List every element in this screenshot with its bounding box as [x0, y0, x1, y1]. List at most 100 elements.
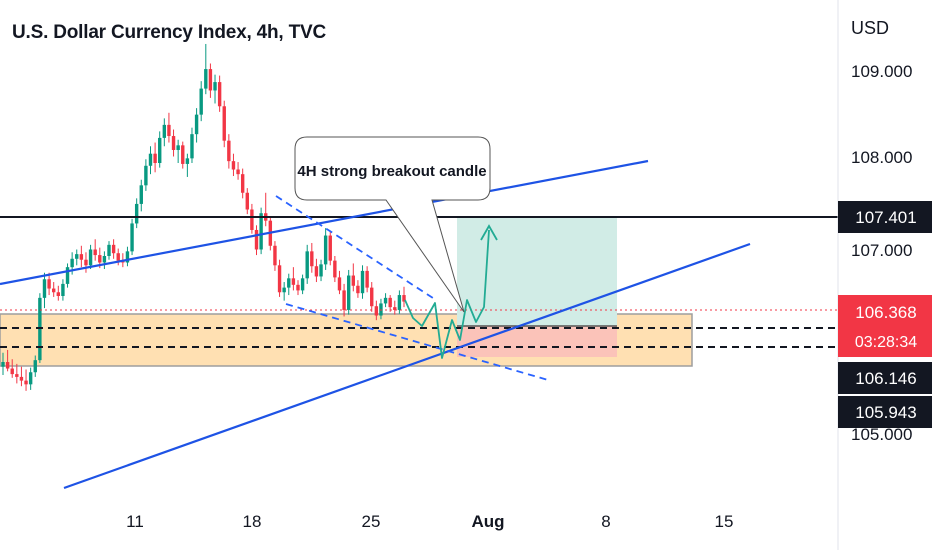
- x-tick-label: 11: [126, 512, 144, 531]
- candle-body: [227, 140, 231, 162]
- candle-body: [379, 303, 383, 316]
- candle-body: [236, 169, 240, 175]
- candle-body: [310, 251, 314, 267]
- candle-body: [144, 165, 148, 186]
- candle-body: [5, 362, 10, 369]
- last-price-tag: 106.368: [855, 303, 916, 322]
- callout-bubble: [294, 136, 491, 313]
- candle-body: [282, 287, 286, 293]
- candle-body: [88, 249, 93, 266]
- candle-body: [296, 284, 300, 291]
- candle-body: [38, 297, 42, 361]
- candle-body: [56, 292, 61, 296]
- candle-body: [393, 307, 397, 310]
- lines-layer: 4H strong breakout candle: [0, 136, 838, 490]
- candle-body: [139, 185, 143, 204]
- candle-body: [250, 209, 254, 230]
- candle-body: [356, 285, 360, 294]
- candle-body: [102, 256, 107, 263]
- candle-body: [402, 295, 406, 302]
- zone-top-price-tag-bg: [838, 362, 932, 394]
- candle-body: [245, 192, 249, 210]
- candle-body: [130, 223, 134, 252]
- candle-body: [185, 158, 190, 164]
- candle-body: [213, 82, 217, 91]
- candle-body: [52, 288, 56, 293]
- candle-body: [176, 145, 180, 150]
- candle-body: [158, 137, 162, 163]
- candle-body: [222, 106, 226, 141]
- zone-bottom-price-tag-bg: [838, 396, 932, 428]
- candle-body: [374, 306, 379, 316]
- zone-top-price-tag: 106.146: [855, 369, 916, 388]
- candle-body: [79, 254, 84, 260]
- candle-body: [28, 372, 33, 385]
- candle-body: [217, 82, 222, 107]
- candle-body: [42, 279, 47, 298]
- candle-body: [194, 114, 199, 135]
- candle-body: [181, 145, 185, 164]
- candle-body: [134, 203, 139, 224]
- chart-title: U.S. Dollar Currency Index, 4h, TVC: [12, 22, 326, 43]
- candle-body: [10, 368, 14, 375]
- candle-body: [323, 235, 328, 265]
- candle-body: [300, 278, 305, 291]
- candle-body: [383, 297, 388, 304]
- axis-layer: 109.000 108.000 107.000 105.000 11 18 25 Aug 8 15: [126, 0, 912, 550]
- candle-body: [370, 287, 374, 307]
- x-tick-label: 8: [601, 512, 610, 531]
- candle-body: [388, 297, 392, 308]
- candle-body: [190, 134, 194, 159]
- candle-body: [148, 153, 153, 166]
- candle-body: [98, 255, 102, 263]
- candle-body: [75, 254, 79, 259]
- candle-body: [291, 278, 296, 285]
- candle-body: [337, 277, 342, 291]
- y-tick-label: 105.000: [851, 425, 912, 444]
- level-price-tag: 107.401: [855, 208, 916, 227]
- candle-body: [365, 270, 369, 288]
- candle-body: [33, 360, 37, 373]
- x-tick-label: 18: [243, 512, 262, 531]
- candle-body: [167, 124, 171, 137]
- candle-body: [111, 244, 116, 254]
- y-tick-label: 108.000: [851, 148, 912, 167]
- candle-body: [19, 376, 24, 381]
- countdown-tag: 03:28:34: [855, 334, 917, 351]
- candle-body: [305, 251, 309, 279]
- candle-body: [47, 279, 51, 289]
- candle-body: [70, 258, 74, 268]
- candle-body: [125, 251, 130, 263]
- candle-body: [277, 265, 282, 293]
- x-tick-label: 15: [715, 512, 734, 531]
- candle-body: [208, 69, 213, 91]
- candle-body: [171, 136, 176, 150]
- candle-body: [314, 266, 319, 277]
- x-tick-label: 25: [362, 512, 381, 531]
- candle-body: [319, 264, 323, 277]
- candle-body: [162, 124, 167, 138]
- candle-body: [231, 161, 236, 170]
- last-price-tag-bg: [838, 295, 932, 357]
- candle-body: [259, 213, 263, 250]
- candle-body: [346, 275, 351, 310]
- candle-body: [107, 244, 111, 256]
- candles-layer: [1, 43, 406, 391]
- candle-body: [287, 278, 291, 288]
- candle-body: [204, 69, 208, 89]
- zones-layer: [0, 217, 693, 367]
- channel-lower-dashed: [285, 303, 549, 381]
- candle-body: [1, 362, 5, 367]
- candle-body: [351, 275, 355, 286]
- candle-body: [397, 295, 402, 310]
- candle-body: [15, 374, 19, 377]
- zone-bottom-price-tag: 105.943: [855, 403, 916, 422]
- tags-layer: 107.401 106.368 03:28:34 106.146 105.943: [838, 201, 932, 428]
- y-tick-label: 107.000: [851, 241, 912, 260]
- candle-body: [328, 235, 332, 261]
- upper-trendline: [0, 159, 649, 286]
- candle-body: [93, 249, 97, 256]
- candle-body: [333, 260, 337, 278]
